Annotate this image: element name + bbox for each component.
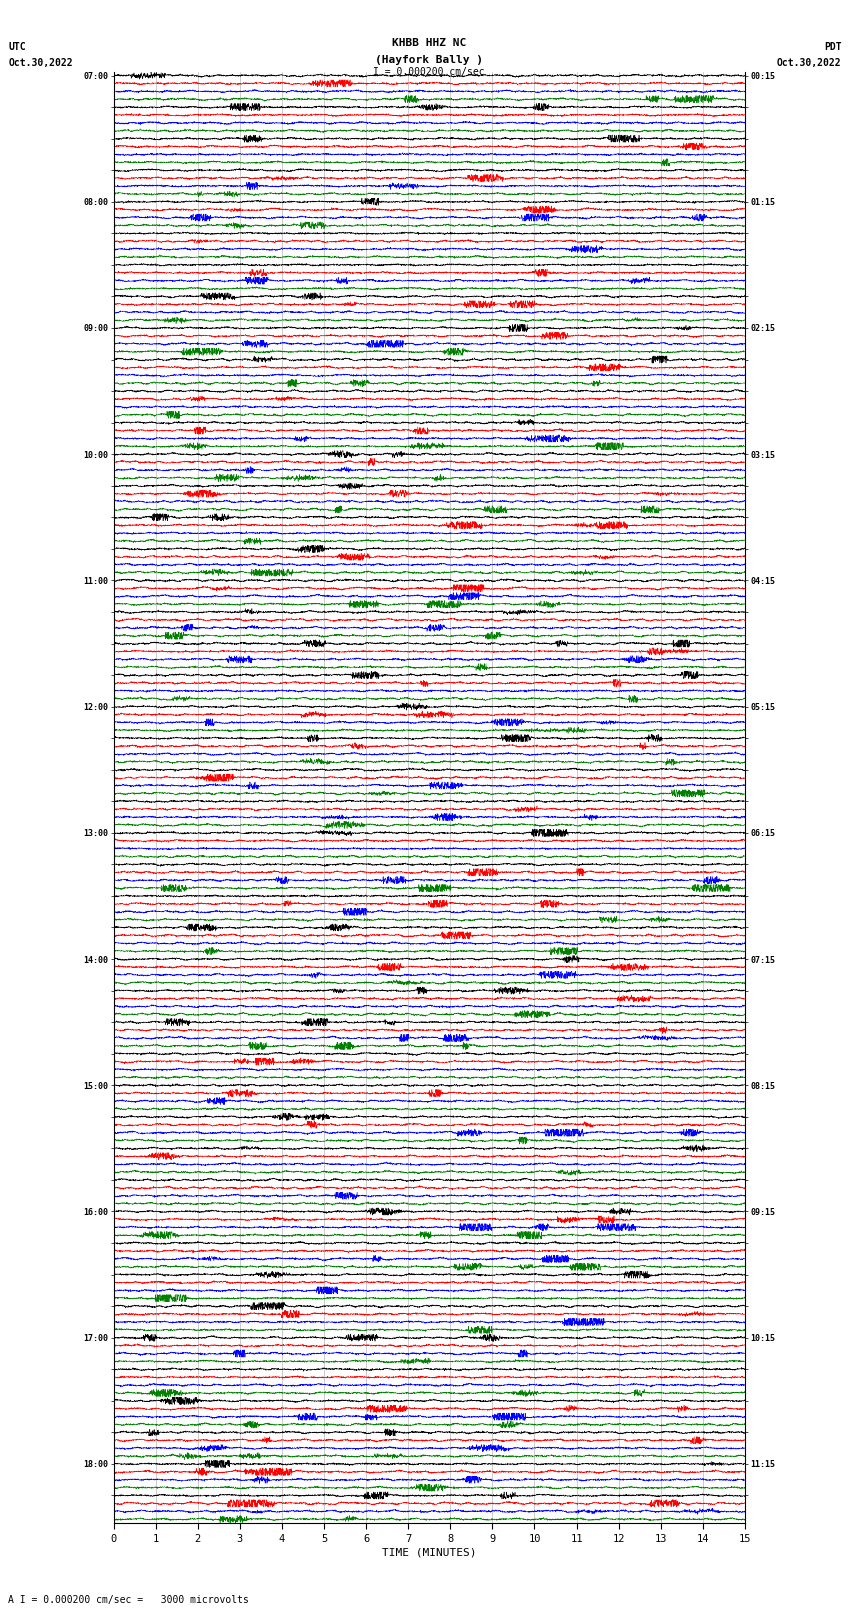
Text: I = 0.000200 cm/sec: I = 0.000200 cm/sec (373, 68, 485, 77)
Text: UTC: UTC (8, 42, 26, 52)
Text: A I = 0.000200 cm/sec =   3000 microvolts: A I = 0.000200 cm/sec = 3000 microvolts (8, 1595, 249, 1605)
Text: Oct.30,2022: Oct.30,2022 (8, 58, 73, 68)
Text: Oct.30,2022: Oct.30,2022 (777, 58, 842, 68)
Text: PDT: PDT (824, 42, 842, 52)
Text: KHBB HHZ NC: KHBB HHZ NC (392, 39, 467, 48)
Text: (Hayfork Bally ): (Hayfork Bally ) (375, 55, 484, 65)
X-axis label: TIME (MINUTES): TIME (MINUTES) (382, 1548, 477, 1558)
